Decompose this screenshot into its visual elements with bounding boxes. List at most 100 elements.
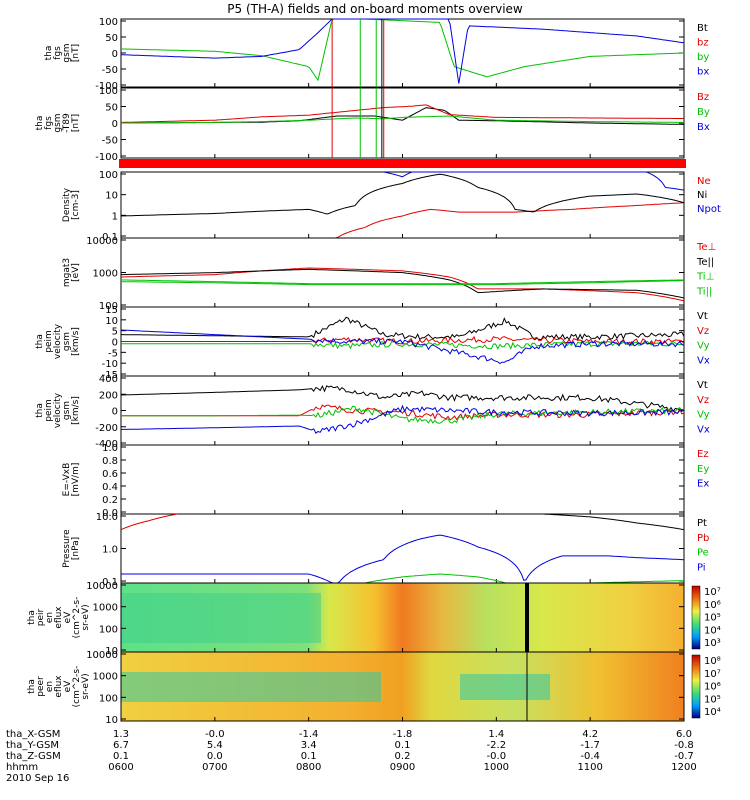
colorbar (691, 585, 701, 650)
series-density-Ne (121, 202, 685, 239)
legend-entry: bz (697, 38, 709, 49)
y-tick-label: 10000 (86, 236, 118, 247)
y-tick-label: 0.6 (102, 469, 118, 480)
x-row-value: 0.1 (113, 751, 129, 762)
colorbar-tick-label: 10⁸ (704, 656, 721, 667)
y-axis-label: E=-VxB (62, 463, 72, 497)
colorbar-tick-label: 10⁴ (704, 707, 721, 718)
legend-entry: Pt (697, 518, 707, 529)
legend-entry: Ez (697, 449, 709, 460)
y-axis-label: tha (44, 46, 54, 61)
y-tick-label: -100 (95, 81, 118, 92)
y-axis-label: velocity (53, 392, 63, 428)
legend-entry: Npot (697, 204, 721, 215)
y-axis-label: peer (36, 676, 46, 697)
legend-entry: Bz (697, 92, 709, 103)
y-tick-label: 10000 (86, 581, 118, 592)
y-axis-label: peim (44, 399, 54, 422)
legend-entry: Pe (697, 548, 709, 559)
colorbar-tick-label: 10³ (704, 638, 721, 649)
y-tick-label: -10 (102, 359, 118, 370)
series-fgs-by (120, 18, 685, 82)
series-fgs89-Bz (121, 104, 684, 123)
panel-peer (120, 651, 701, 722)
y-axis-label: tha (35, 403, 45, 418)
x-row-value: 6.7 (113, 740, 129, 751)
legend-entry: Ey (697, 464, 709, 475)
legend-entry: Te⊥ (696, 242, 716, 253)
legend-entry: Vt (697, 380, 708, 391)
y-tick-label: 1000 (93, 672, 118, 683)
panel-temp (120, 237, 685, 308)
x-row-value: -0.0 (487, 751, 507, 762)
panel-frame (120, 444, 685, 515)
x-tick-label: 1000 (484, 762, 509, 773)
x-tick-label: 1100 (577, 762, 602, 773)
y-tick-label: -400 (95, 439, 118, 450)
y-axis-label: -T89 (62, 113, 72, 133)
colorbar-tick-label: 10⁵ (704, 613, 721, 624)
date-label: 2010 Sep 16 (6, 773, 69, 784)
y-axis-label: [nT] (71, 114, 81, 132)
y-tick-label: 10 (105, 646, 118, 657)
series-pressure-Pt (543, 513, 685, 531)
series-density-Npot (383, 171, 685, 191)
legend-entry: Bt (697, 23, 708, 34)
y-axis-label: Density (62, 187, 72, 222)
x-row-value: -0.7 (674, 751, 694, 762)
x-row-value: -0.8 (674, 740, 694, 751)
panel-frame (120, 171, 685, 239)
series-velbig-Vt (120, 385, 685, 413)
panel-frame (120, 375, 685, 446)
y-axis-label: [nT] (71, 44, 81, 62)
x-row-label: tha_X-GSM (6, 729, 60, 740)
panel-pressure (120, 513, 685, 584)
y-tick-label: 0.1 (102, 577, 118, 588)
colorbar-tick-label: 10⁶ (704, 600, 721, 611)
y-tick-label: 15 (105, 305, 118, 316)
y-axis-label: gsm (62, 43, 72, 62)
series-fgs89-By (121, 115, 684, 124)
y-tick-label: 100 (99, 170, 118, 181)
y-axis-label: mgat3 (62, 258, 72, 287)
y-axis-label: peim (44, 330, 54, 353)
series-pressure-Pb (120, 513, 178, 531)
y-tick-label: 0.4 (102, 482, 118, 493)
y-axis-label: gsm (62, 401, 72, 420)
y-tick-label: 1000 (93, 269, 118, 280)
y-axis-label: fgs (53, 46, 63, 60)
series-density-Ni (120, 173, 685, 217)
legend-entry: Ex (697, 479, 709, 490)
series-temp-Ti|| (121, 280, 684, 286)
x-row-value: -0.0 (205, 729, 225, 740)
y-tick-label: 100 (99, 693, 118, 704)
y-tick-label: -100 (95, 152, 118, 163)
x-row-label: hhmm (6, 762, 38, 773)
series-velsmall-Vx (120, 329, 685, 365)
legend-entry: Te|| (696, 257, 714, 268)
series-velbig-Vy (121, 405, 684, 424)
x-row-value: 0.0 (207, 751, 223, 762)
panel-velbig (120, 375, 685, 446)
y-axis-label: [km/s] (71, 327, 81, 356)
y-axis-label: sr-eV) (81, 673, 91, 699)
colorbar-tick-label: 10⁵ (704, 694, 721, 705)
red-separator-bar (119, 159, 686, 168)
y-tick-label: 10.0 (96, 512, 118, 523)
y-axis-label: eV (63, 611, 73, 624)
y-axis-label: tha (27, 610, 37, 625)
panel-frame (120, 18, 685, 88)
legend-entry: by (697, 52, 709, 63)
x-row-value: 1.3 (113, 729, 129, 740)
x-row-value: -0.4 (580, 751, 600, 762)
legend-entry: Ni (697, 190, 707, 201)
panel-fgs89 (120, 87, 685, 159)
y-tick-label: -50 (102, 136, 118, 147)
x-row-label: tha_Y-GSM (6, 740, 59, 751)
y-axis-label: velocity (53, 323, 63, 359)
y-tick-label: 10000 (86, 650, 118, 661)
y-tick-label: 50 (105, 33, 118, 44)
x-row-value: -1.7 (580, 740, 600, 751)
x-row-value: 6.0 (676, 729, 692, 740)
y-tick-label: 100 (99, 17, 118, 28)
